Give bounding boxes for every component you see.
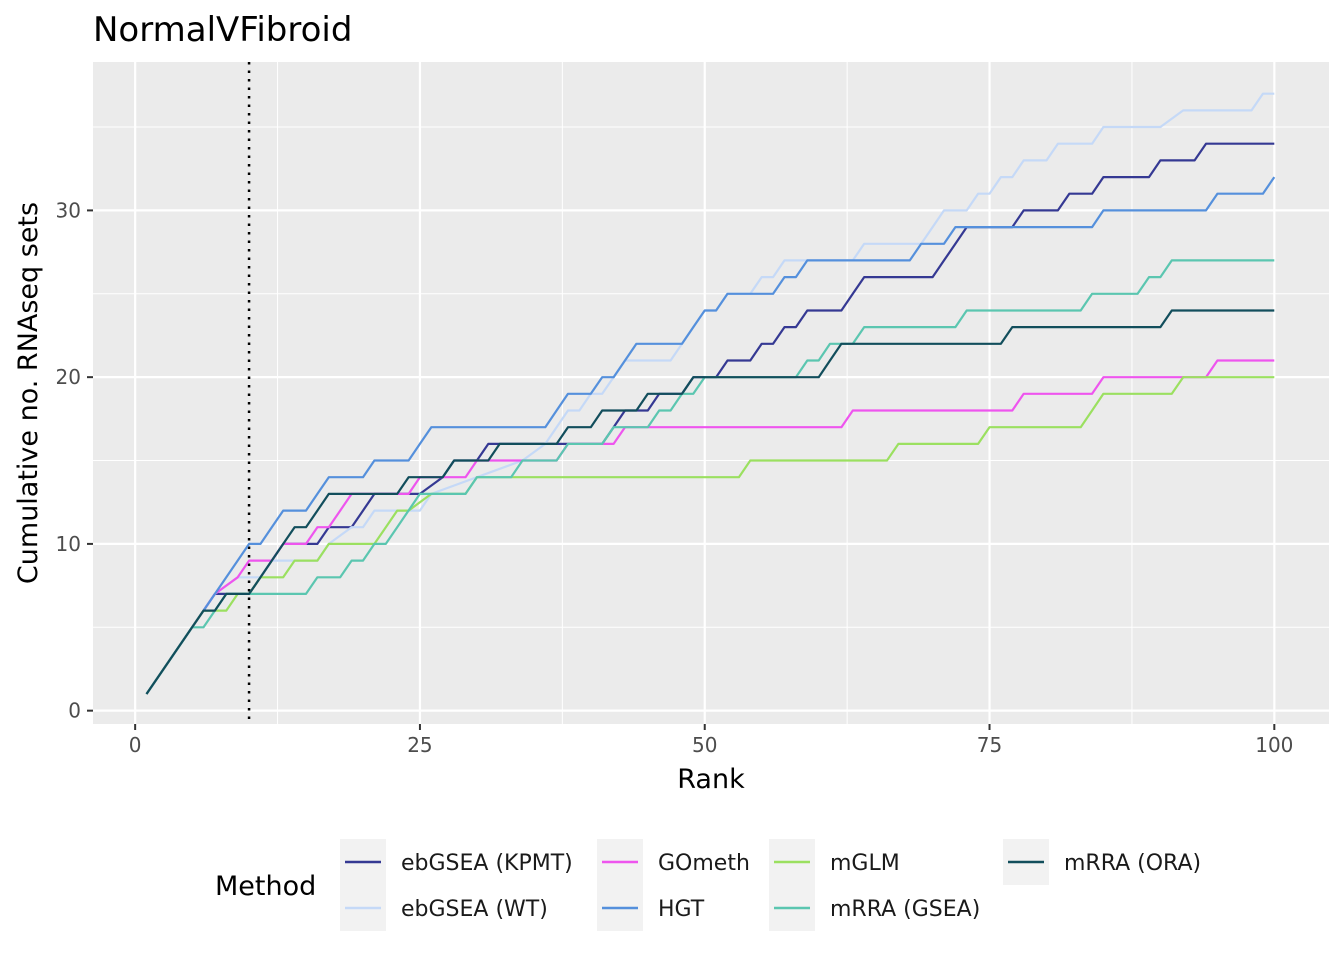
series-line-gometh [145, 359, 1275, 695]
series-line-mrra-gsea [145, 259, 1275, 695]
legend-label-mrra-ora: mRRA (ORA) [1064, 851, 1201, 876]
chart-title: NormalVFibroid [93, 10, 352, 50]
legend-label-gometh: GOmeth [658, 851, 750, 876]
series-line-mrra-ora [145, 309, 1275, 695]
legend-label-mrra-gsea: mRRA (GSEA) [830, 897, 980, 922]
legend-title: Method [215, 871, 316, 902]
x-tick-label: 0 [129, 733, 142, 757]
legend-label-hgt: HGT [658, 897, 705, 922]
legend: ebGSEA (KPMT) ebGSEA (WT) GOmeth HGT mGLM mRR… [340, 839, 1201, 931]
x-axis-title: Rank [677, 764, 745, 795]
x-tick-label: 75 [977, 733, 1002, 757]
x-tick-label: 100 [1255, 733, 1293, 757]
y-tick-label: 0 [68, 699, 81, 723]
y-tick-label: 20 [56, 365, 81, 389]
legend-label-ebgsea-wt: ebGSEA (WT) [401, 897, 548, 922]
y-axis: 0 10 20 30 [56, 198, 93, 723]
series-line-hgt [145, 176, 1276, 695]
legend-label-ebgsea-kpmt: ebGSEA (KPMT) [401, 851, 573, 876]
y-tick-label: 10 [56, 532, 81, 556]
x-axis: 0 25 50 75 100 [129, 724, 1293, 757]
y-tick-label: 30 [56, 198, 81, 222]
x-tick-label: 25 [407, 733, 432, 757]
series-lines [145, 92, 1276, 695]
legend-label-mglm: mGLM [830, 851, 900, 876]
major-gridlines [93, 62, 1329, 724]
y-axis-title: Cumulative no. RNAseq sets [13, 202, 44, 584]
x-tick-label: 50 [692, 733, 717, 757]
